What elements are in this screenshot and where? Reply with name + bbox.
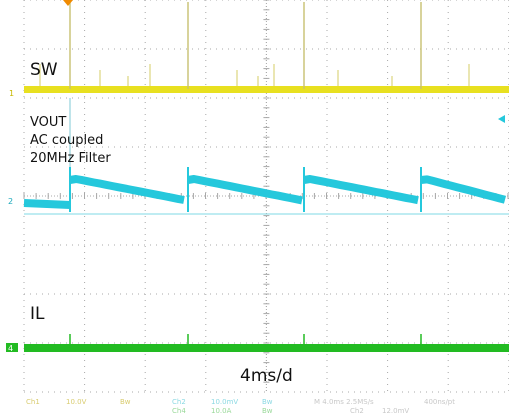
vout-ripple-ramp (303, 175, 419, 205)
vout-ripple-ramp (69, 175, 185, 204)
status-ch2: Ch2 (172, 398, 186, 406)
trigger-position-marker (63, 0, 73, 6)
ch1-ground-marker: 1 (9, 89, 14, 98)
status-trigger-level: 12.0mV (382, 407, 409, 415)
ch2-trigger-level-arrow (498, 115, 505, 123)
vout-label-line: VOUT (30, 115, 67, 130)
il-channel-label: IL (30, 304, 45, 324)
status-ch1: Ch1 (26, 398, 40, 406)
status-trigger-source: Ch2 (350, 407, 364, 415)
waveform-traces (23, 2, 509, 352)
status-ch4-bw: Bw (262, 407, 273, 415)
vout-ripple-ramp (187, 175, 303, 205)
ch4-ground-marker: 4 (8, 344, 13, 353)
timebase-label: 4ms/d (240, 366, 293, 386)
status-bar: Ch1 10.0V Bw Ch2 10.0mV Bw M 4.0ms 2.5MS… (26, 398, 455, 415)
vout-filter-line: 20MHz Filter (30, 151, 111, 166)
il-trace (24, 344, 509, 352)
vout-channel-label: VOUT AC coupled 20MHz Filter (30, 114, 111, 168)
sw-channel-label: SW (30, 60, 58, 80)
vout-coupling-line: AC coupled (30, 133, 104, 148)
status-ch2-bw: Bw (262, 398, 273, 406)
status-timebase-detail: M 4.0ms 2.5MS/s (314, 398, 374, 406)
status-ch1-scale: 10.0V (66, 398, 87, 406)
status-ch4-scale: 10.0A (211, 407, 232, 415)
vout-trace-initial (23, 199, 71, 209)
status-record-length: 400ns/pt (424, 398, 455, 406)
sw-trace (24, 86, 509, 93)
ch2-ground-marker: 2 (8, 197, 13, 206)
status-ch2-scale: 10.0mV (211, 398, 238, 406)
vout-ripple-ramp (420, 175, 507, 204)
status-ch4: Ch4 (172, 407, 186, 415)
status-ch1-bw: Bw (120, 398, 131, 406)
ch4-ground-marker-box (6, 343, 18, 352)
